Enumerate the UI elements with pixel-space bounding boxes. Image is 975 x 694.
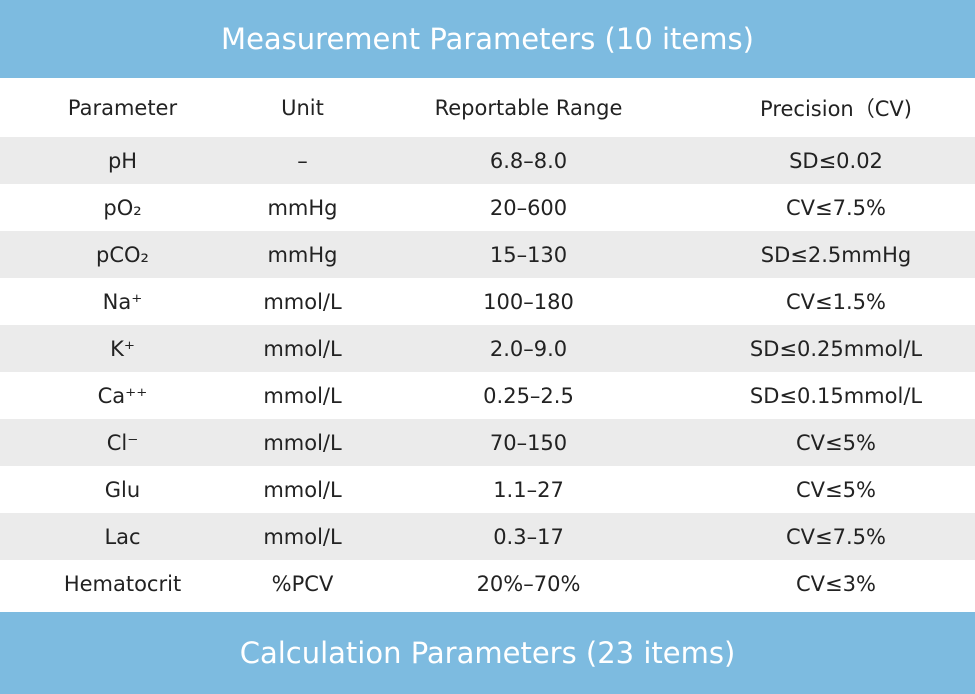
table-cell: CV≤5% xyxy=(796,430,876,455)
table-cell: mmol/L xyxy=(263,524,342,549)
table-cell: CV≤1.5% xyxy=(786,289,886,314)
column-header: Reportable Range xyxy=(434,95,623,120)
table-cell: SD≤2.5mmHg xyxy=(760,242,912,267)
table-cell: mmHg xyxy=(267,242,338,267)
table-cell: mmol/L xyxy=(263,477,342,502)
table-cell: pH xyxy=(107,148,138,173)
table: Parameter Unit Reportable Range Precision（C… xyxy=(0,78,975,607)
table-cell: Na⁺ xyxy=(102,289,143,314)
table-cell: SD≤0.02 xyxy=(789,148,883,173)
table-cell: Hematocrit xyxy=(63,571,182,596)
table-cell: 100–180 xyxy=(483,289,574,314)
table-cell: 0.25–2.5 xyxy=(483,383,574,408)
header-banner: Measurement Parameters (10 items) xyxy=(0,0,975,78)
table-cell: 70–150 xyxy=(489,430,568,455)
table-cell: CV≤5% xyxy=(796,477,876,502)
column-header: Unit xyxy=(281,95,324,120)
header-row: Parameter Unit Reportable Range Precision（C… xyxy=(0,78,975,137)
table-row: K⁺ mmol/L 2.0–9.0 SD≤0.25mmol/L xyxy=(0,325,975,372)
table-cell: CV≤7.5% xyxy=(786,524,886,549)
table-cell: Cl⁻ xyxy=(106,430,139,455)
table-cell: Lac xyxy=(104,524,141,549)
table-row: Glu mmol/L 1.1–27 CV≤5% xyxy=(0,466,975,513)
table-cell: – xyxy=(297,148,308,173)
table-row: pH – 6.8–8.0 SD≤0.02 xyxy=(0,137,975,184)
table-cell: 20%–70% xyxy=(476,571,581,596)
table-cell: SD≤0.25mmol/L xyxy=(749,336,923,361)
table-cell: K⁺ xyxy=(110,336,135,361)
column-header: Precision（CV) xyxy=(760,96,912,121)
table-cell: pCO₂ xyxy=(96,242,149,267)
table-cell: mmHg xyxy=(267,195,338,220)
table-cell: Glu xyxy=(104,477,141,502)
table-cell: SD≤0.15mmol/L xyxy=(749,383,923,408)
table-cell: Ca⁺⁺ xyxy=(97,383,148,408)
table-cell: mmol/L xyxy=(263,383,342,408)
table-cell: 15–130 xyxy=(489,242,568,267)
table-row: Ca⁺⁺ mmol/L 0.25–2.5 SD≤0.15mmol/L xyxy=(0,372,975,419)
table-cell: mmol/L xyxy=(263,289,342,314)
table-row: pCO₂ mmHg 15–130 SD≤2.5mmHg xyxy=(0,231,975,278)
table-cell: CV≤7.5% xyxy=(786,195,886,220)
table-row: Na⁺ mmol/L 100–180 CV≤1.5% xyxy=(0,278,975,325)
table-row: Lac mmol/L 0.3–17 CV≤7.5% xyxy=(0,513,975,560)
table-row: Hematocrit %PCV 20%–70% CV≤3% xyxy=(0,560,975,607)
table-cell: pO₂ xyxy=(103,195,142,220)
table-cell: CV≤3% xyxy=(796,571,876,596)
table-cell: %PCV xyxy=(271,571,334,596)
table-cell: mmol/L xyxy=(263,430,342,455)
table-cell: 0.3–17 xyxy=(493,524,564,549)
table-cell: mmol/L xyxy=(263,336,342,361)
footer-banner: Calculation Parameters (23 items) xyxy=(0,612,975,694)
table-cell: 2.0–9.0 xyxy=(489,336,568,361)
table-row: pO₂ mmHg 20–600 CV≤7.5% xyxy=(0,184,975,231)
column-header: Parameter xyxy=(67,95,178,120)
table-cell: 1.1–27 xyxy=(493,477,564,502)
table-cell: 6.8–8.0 xyxy=(489,148,568,173)
table-row: Cl⁻ mmol/L 70–150 CV≤5% xyxy=(0,419,975,466)
table-cell: 20–600 xyxy=(489,195,568,220)
